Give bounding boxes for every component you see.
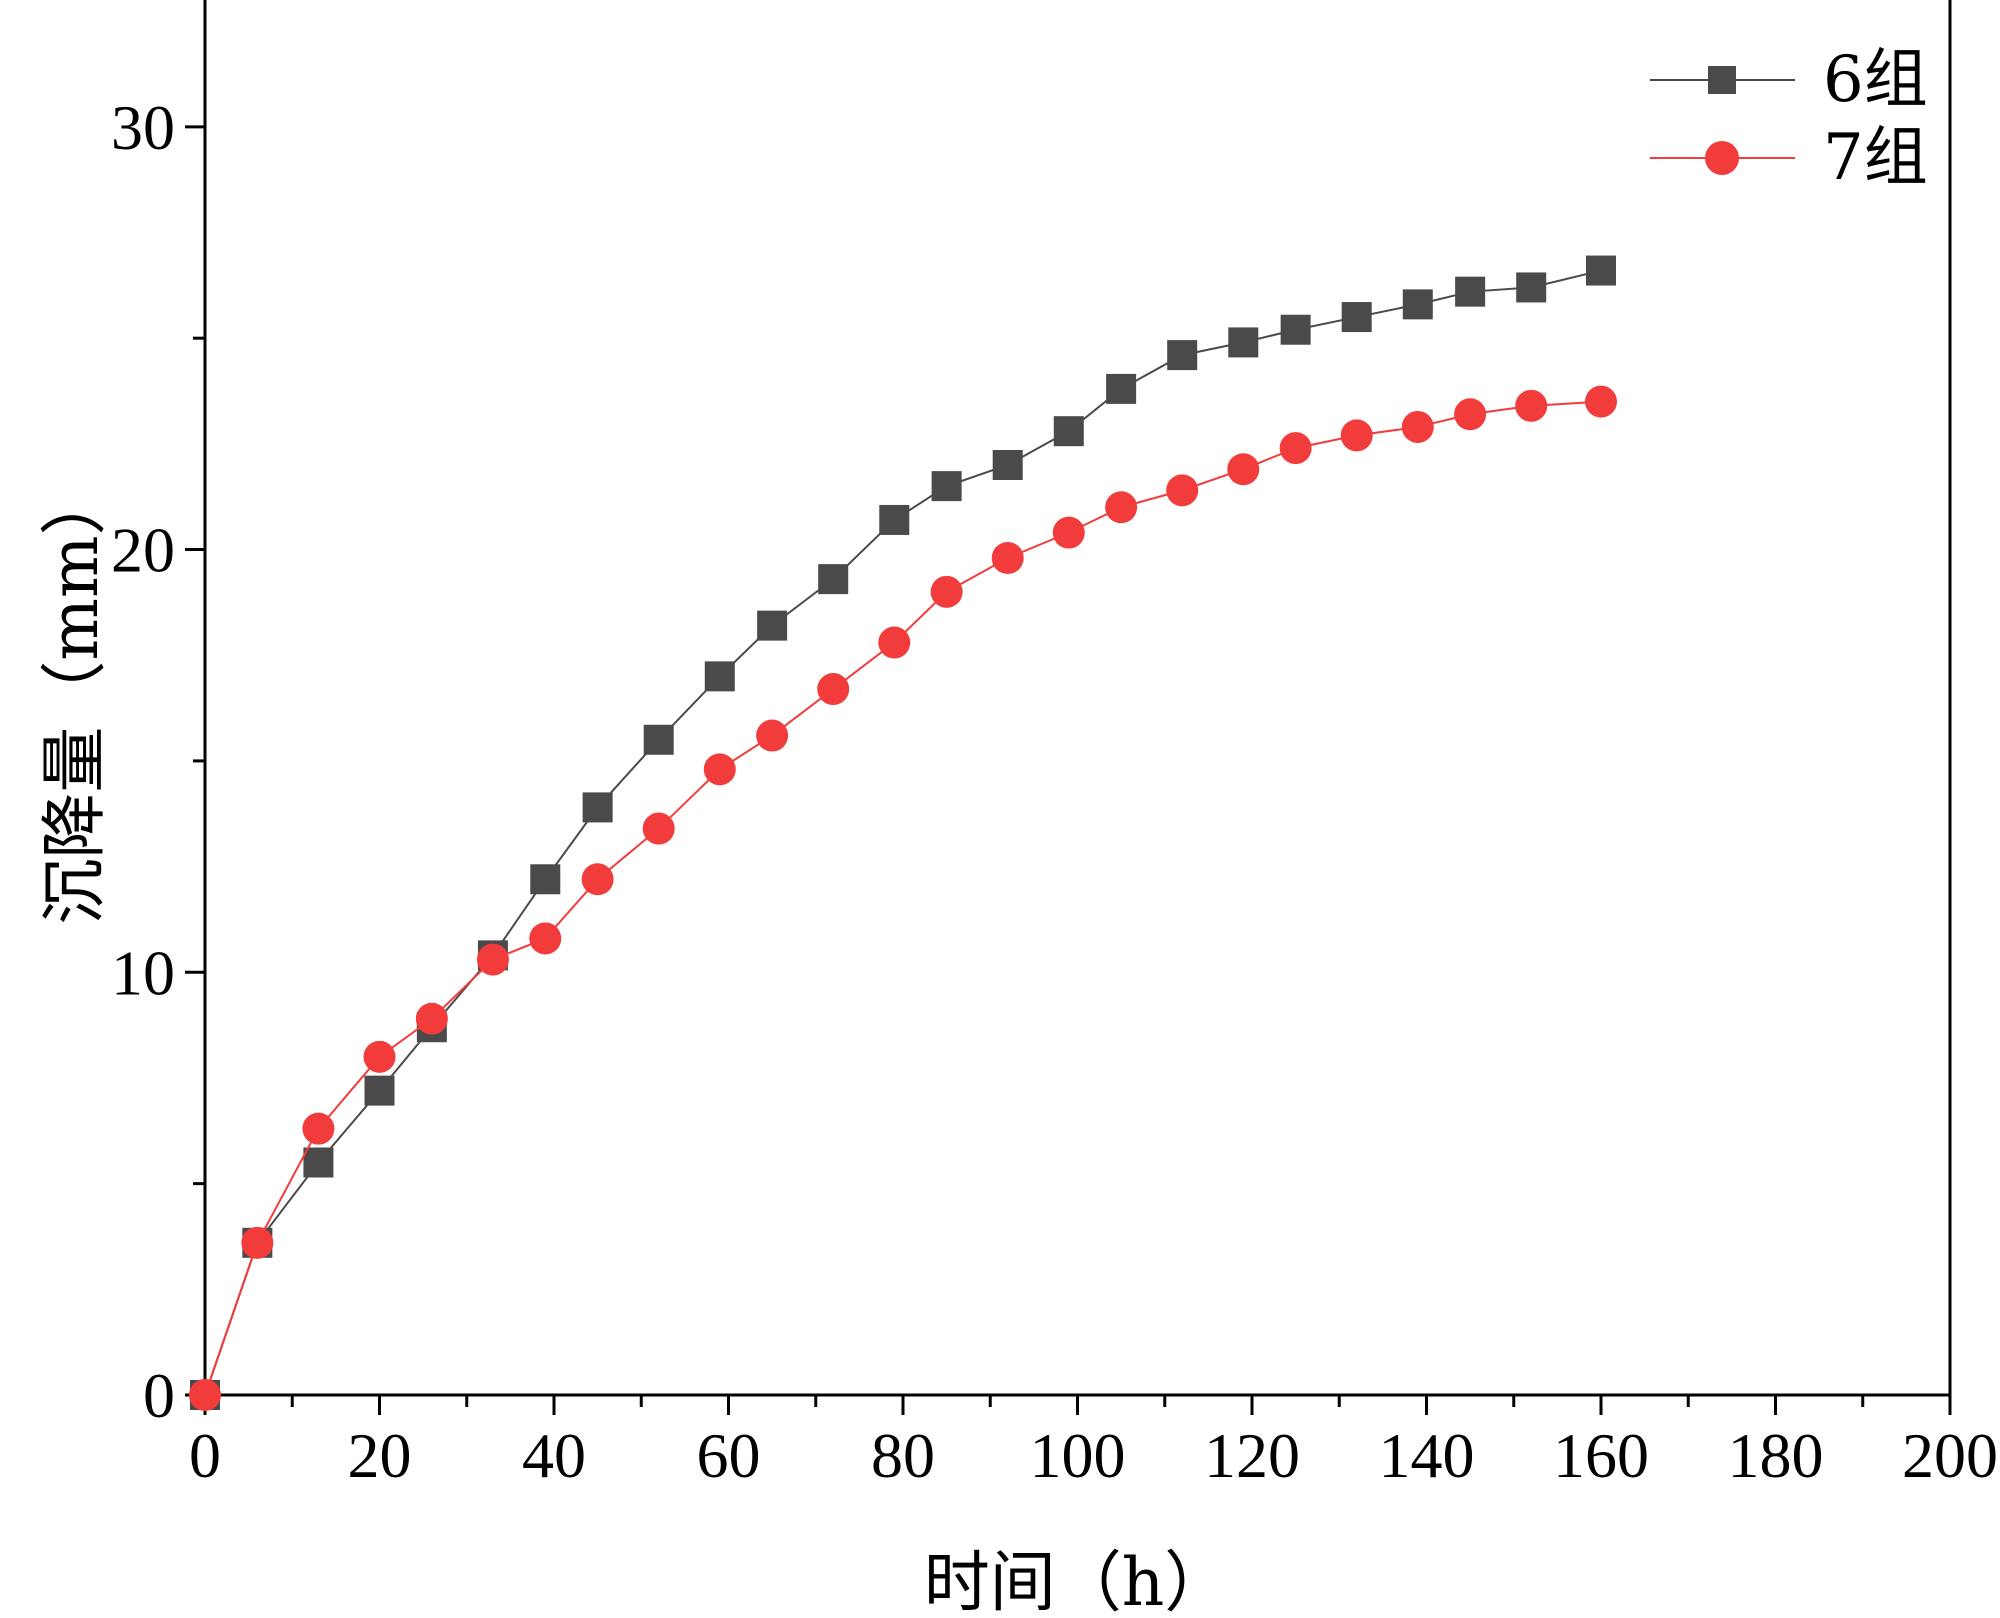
point-6-24 (1586, 255, 1616, 286)
point-7-14 (991, 542, 1024, 574)
legend-item-7: 7组 (1650, 121, 1928, 195)
x-tick-label-120: 120 (1204, 1420, 1300, 1491)
point-6-13 (931, 471, 962, 502)
legend-marker-7 (1705, 141, 1739, 175)
point-7-4 (415, 1002, 448, 1035)
point-7-15 (1052, 516, 1085, 549)
point-6-11 (818, 564, 849, 595)
point-7-0 (189, 1379, 221, 1411)
series-line-7 (204, 400, 1602, 1396)
y-tick-label-0: 0 (143, 1360, 175, 1431)
y-tick-label-20: 20 (111, 515, 175, 586)
series-line-6 (204, 269, 1602, 1396)
point-7-19 (1279, 432, 1312, 465)
legend-label-6: 6组 (1823, 43, 1928, 117)
point-7-1 (241, 1226, 274, 1259)
point-7-18 (1227, 453, 1260, 486)
point-6-22 (1455, 276, 1486, 307)
y-axis: 0 10 20 30 (111, 92, 205, 1431)
point-6-7 (582, 792, 613, 823)
point-6-6 (530, 864, 561, 895)
x-tick-label-80: 80 (871, 1420, 935, 1491)
point-7-6 (529, 922, 562, 955)
x-tick-label-140: 140 (1379, 1420, 1475, 1491)
point-6-8 (643, 724, 674, 755)
point-7-9 (703, 753, 736, 786)
point-6-19 (1280, 314, 1311, 345)
point-7-2 (302, 1112, 335, 1145)
point-7-22 (1454, 398, 1487, 431)
point-7-10 (756, 719, 789, 752)
legend-marker-6 (1708, 66, 1736, 94)
point-6-23 (1516, 272, 1547, 303)
x-tick-label-40: 40 (522, 1420, 586, 1491)
point-7-13 (930, 575, 963, 608)
point-7-12 (878, 626, 911, 659)
legend-item-6: 6组 (1650, 43, 1928, 117)
x-axis: 0 20 40 60 80 100 120 140 160 180 200 (189, 1395, 1998, 1491)
point-6-15 (1053, 416, 1084, 447)
x-tick-label-100: 100 (1030, 1420, 1126, 1491)
point-6-20 (1341, 302, 1372, 333)
point-7-17 (1166, 474, 1199, 507)
x-tick-label-160: 160 (1553, 1420, 1649, 1491)
point-6-12 (879, 504, 910, 535)
legend: 6组 7组 (1650, 43, 1928, 195)
point-7-7 (581, 863, 614, 896)
legend-label-7: 7组 (1823, 121, 1928, 195)
point-7-11 (817, 673, 850, 706)
x-tick-label-180: 180 (1728, 1420, 1824, 1491)
point-6-9 (704, 661, 735, 692)
point-7-3 (363, 1040, 396, 1073)
point-6-2 (303, 1147, 334, 1178)
point-7-21 (1401, 410, 1434, 443)
point-7-16 (1105, 491, 1138, 524)
point-6-3 (364, 1075, 395, 1106)
point-7-20 (1340, 419, 1373, 452)
point-6-10 (757, 610, 788, 641)
point-7-5 (476, 943, 509, 976)
point-6-14 (992, 450, 1023, 480)
y-tick-label-30: 30 (111, 92, 175, 163)
point-6-16 (1106, 373, 1137, 404)
y-tick-label-10: 10 (111, 937, 175, 1008)
point-6-17 (1167, 340, 1198, 371)
x-tick-label-20: 20 (348, 1420, 412, 1491)
y-axis-title: 沉降量（mm） (36, 469, 113, 924)
point-7-8 (642, 812, 675, 845)
x-tick-label-200: 200 (1902, 1420, 1998, 1491)
series-7 (189, 385, 1617, 1411)
series-layer (189, 255, 1617, 1411)
x-tick-label-60: 60 (697, 1420, 761, 1491)
x-tick-label-0: 0 (189, 1420, 221, 1491)
x-axis-title: 时间（h） (924, 1544, 1231, 1618)
point-7-24 (1585, 385, 1617, 418)
point-6-18 (1228, 327, 1259, 358)
point-7-23 (1515, 389, 1548, 422)
point-6-21 (1402, 289, 1433, 320)
